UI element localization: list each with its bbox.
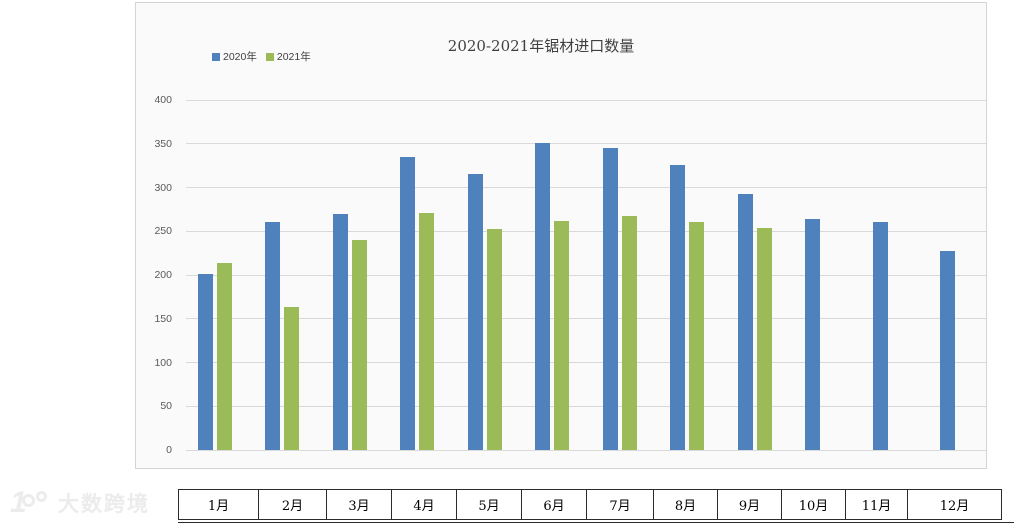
month-axis-table: 1月 2月 3月 4月 5月 6月 7月 8月 9月 10月 11月 12月 [178,489,1002,520]
bar-2021年-7月 [621,215,637,450]
bar-2020年-7月 [602,148,618,450]
bar-2020年-6月 [535,142,551,450]
bar-2020年-10月 [805,219,821,450]
table-next-row-border [178,522,1014,523]
y-axis-tick-label: 100 [154,356,172,369]
month-cell-3月: 3月 [327,490,392,519]
chart-card: 2020-2021年锯材进口数量 2020年 2021年 0 50 100 150 200… [135,2,987,469]
month-cell-5月: 5月 [457,490,522,519]
legend-item-2021年: 2021年 [265,49,311,64]
y-axis-tick-label: 300 [154,181,172,194]
gridline [186,99,986,101]
gridline [186,143,986,145]
gridline [186,274,986,276]
month-cell-6月: 6月 [522,490,587,519]
gridline [186,449,986,451]
gridline [186,230,986,232]
y-axis-tick-label: 150 [154,312,172,325]
y-axis-tick-label: 250 [154,225,172,238]
month-cell-7月: 7月 [587,490,654,519]
brand-100-icon: 1 [8,488,52,518]
bar-2020年-11月 [872,221,888,450]
plot-area: 0 50 100 150 200 250 300 350 400 [154,95,991,455]
bar-2020年-12月 [940,250,956,450]
legend-swatch-icon [265,52,274,61]
gridline [186,318,986,320]
bar-2020年-3月 [332,213,348,450]
month-cell-12月: 12月 [908,490,1002,519]
bar-2021年-3月 [351,240,367,450]
bar-2020年-4月 [400,156,416,450]
watermark: 1 大数跨境 [8,486,150,520]
bar-2021年-8月 [689,221,705,450]
chart-title: 2020-2021年锯材进口数量 [447,37,635,55]
month-cell-10月: 10月 [782,490,846,519]
month-cell-9月: 9月 [718,490,782,519]
gridline [186,405,986,407]
legend-item-2020年: 2020年 [212,49,257,64]
month-cell-8月: 8月 [654,490,718,519]
month-cell-1月: 1月 [179,490,259,519]
gridline [186,187,986,188]
y-axis-tick-label: 350 [154,137,172,150]
month-cell-11月: 11月 [846,490,908,519]
y-axis-tick-label: 50 [160,400,172,413]
bar-2020年-8月 [670,164,686,450]
y-axis-tick-label: 200 [154,269,172,281]
bar-2021年-5月 [486,228,502,450]
bar-2021年-9月 [756,227,772,450]
bar-2021年-1月 [216,262,232,450]
month-cell-4月: 4月 [392,490,457,519]
gridline [186,362,986,363]
bar-2021年-2月 [284,306,300,450]
bar-2020年-5月 [467,174,483,450]
y-axis-tick-label: 0 [166,444,172,456]
legend-label: 2020年 [223,51,257,63]
bar-2021年-4月 [419,212,435,450]
watermark-brand-text: 大数跨境 [58,492,150,516]
bar-2020年-1月 [197,274,213,450]
legend-swatch-icon [212,52,220,61]
bar-2020年-2月 [265,221,281,450]
bar-2020年-9月 [737,193,753,450]
y-axis-tick-label: 400 [154,94,172,106]
legend-label: 2021年 [276,51,311,63]
month-cell-2月: 2月 [259,490,327,519]
legend: 2020年 2021年 [212,49,311,64]
bar-2021年-6月 [554,220,570,450]
